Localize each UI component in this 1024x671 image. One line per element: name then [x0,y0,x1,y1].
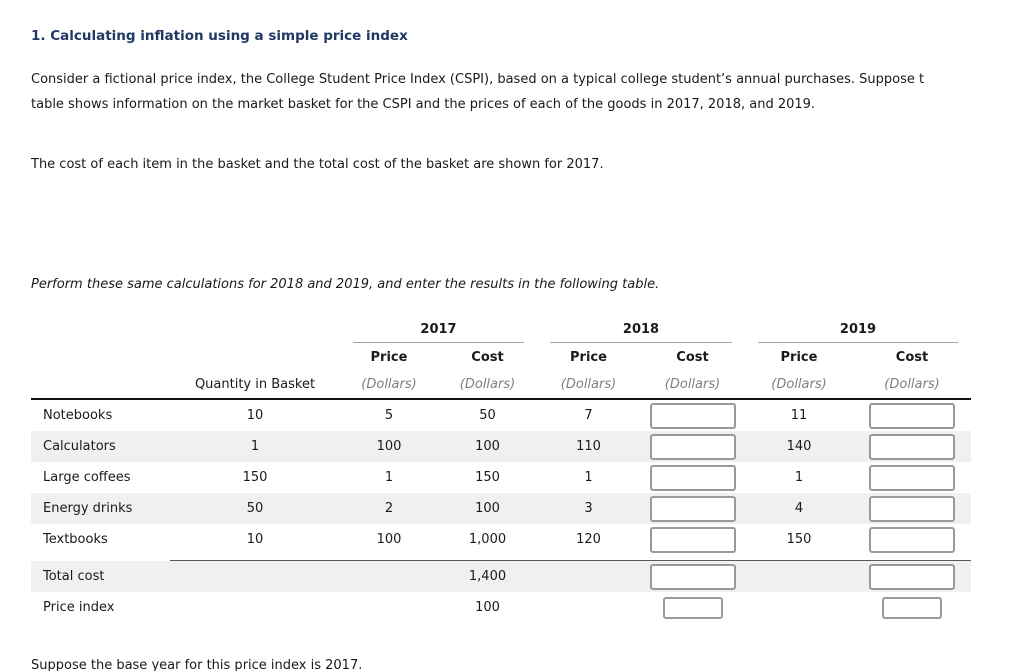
table-row-calculators: Calculators 1 100 100 110 140 [31,431,971,462]
cost-2017-value: 1,000 [468,532,507,547]
page-title: 1. Calculating inflation using a simple … [31,28,408,44]
quantity-value: 10 [246,408,264,423]
price-2018-value: 1 [584,470,593,485]
price-cost-header-row: Price Cost Price Cost Price Cost [31,343,971,371]
quantity-value: 50 [246,501,264,516]
divider-row [31,555,971,561]
year-header-2019: 2019 [758,322,958,343]
dollars-label: (Dollars) [537,371,640,400]
price-header-2018: Price [570,349,607,365]
price-2017-value: 2 [384,501,394,516]
price-2018-value: 110 [576,439,601,454]
cspi-table-container: 2017 2018 2019 Price Cost Price Cost Pri… [31,319,971,623]
price-header-2019: Price [780,349,818,365]
total-cost-2019-input[interactable] [869,563,955,590]
price-index-2017-value: 100 [475,600,500,615]
year-header-row: 2017 2018 2019 [31,319,971,343]
large-coffees-cost-2019-input[interactable] [869,464,955,491]
cspi-table: 2017 2018 2019 Price Cost Price Cost Pri… [31,319,971,623]
price-2017-value: 1 [384,470,394,485]
quantity-header: Quantity in Basket [170,371,340,400]
price-2017-value: 100 [376,439,402,454]
footer-note: Suppose the base year for this price ind… [31,658,363,671]
energy-drinks-cost-2018-input[interactable] [649,495,736,522]
price-2018-value: 7 [584,408,593,423]
instruction-text: Perform these same calculations for 2018… [31,277,660,292]
table-row-textbooks: Textbooks 10 100 1,000 120 150 [31,524,971,555]
year-header-2017: 2017 [353,322,524,343]
price-2019-value: 150 [786,532,812,547]
cost-header-2018: Cost [676,349,709,365]
price-2017-value: 100 [376,532,402,547]
row-label: Energy drinks [43,501,133,516]
table-row-large-coffees: Large coffees 150 1 150 1 1 [31,462,971,493]
row-label: Total cost [43,568,105,584]
cost-2017-value: 50 [479,408,496,423]
total-cost-2018-input[interactable] [649,563,736,590]
row-label: Price index [43,600,115,615]
total-cost-2017-value: 1,400 [468,569,507,584]
price-index-2018-input[interactable] [662,596,723,619]
dollars-label: (Dollars) [745,371,853,400]
textbooks-cost-2018-input[interactable] [649,526,736,553]
row-label: Large coffees [43,470,131,485]
cost-header-2019: Cost [895,349,929,365]
quantity-value: 1 [250,439,260,454]
row-label: Calculators [43,439,116,454]
dollars-label: (Dollars) [340,371,438,400]
quantity-value: 10 [246,532,264,547]
table-row-notebooks: Notebooks 10 5 50 7 11 [31,399,971,431]
table-row-price-index: Price index 100 [31,592,971,623]
price-2018-value: 3 [584,501,593,516]
price-2019-value: 1 [794,470,804,485]
row-label: Notebooks [43,408,113,423]
year-header-2018: 2018 [550,322,732,343]
price-2019-value: 140 [786,439,812,454]
dollars-label: (Dollars) [853,371,971,400]
calculators-cost-2018-input[interactable] [649,433,736,460]
cost-note: The cost of each item in the basket and … [31,157,604,172]
units-header-row: Quantity in Basket (Dollars) (Dollars) (… [31,371,971,400]
price-2017-value: 5 [384,408,394,423]
price-header-2017: Price [370,349,408,365]
table-row-total-cost: Total cost 1,400 [31,560,971,592]
notebooks-cost-2019-input[interactable] [869,402,955,429]
cost-header-2017: Cost [471,349,504,365]
textbooks-cost-2019-input[interactable] [869,526,955,553]
dollars-label: (Dollars) [640,371,745,400]
price-index-2019-input[interactable] [882,596,942,619]
dollars-label: (Dollars) [438,371,537,400]
quantity-value: 150 [242,470,268,485]
cost-2017-value: 100 [475,501,500,516]
intro-paragraph-line2: table shows information on the market ba… [31,97,816,112]
calculators-cost-2019-input[interactable] [869,433,955,460]
cost-2017-value: 100 [475,439,500,454]
cost-2017-value: 150 [475,470,500,485]
price-2019-value: 11 [790,408,808,423]
notebooks-cost-2018-input[interactable] [649,402,736,429]
row-label: Textbooks [43,532,108,547]
intro-paragraph-line1: Consider a fictional price index, the Co… [31,72,925,87]
energy-drinks-cost-2019-input[interactable] [869,495,955,522]
table-row-energy-drinks: Energy drinks 50 2 100 3 4 [31,493,971,524]
price-2019-value: 4 [794,501,804,516]
large-coffees-cost-2018-input[interactable] [649,464,736,491]
price-2018-value: 120 [576,532,601,547]
